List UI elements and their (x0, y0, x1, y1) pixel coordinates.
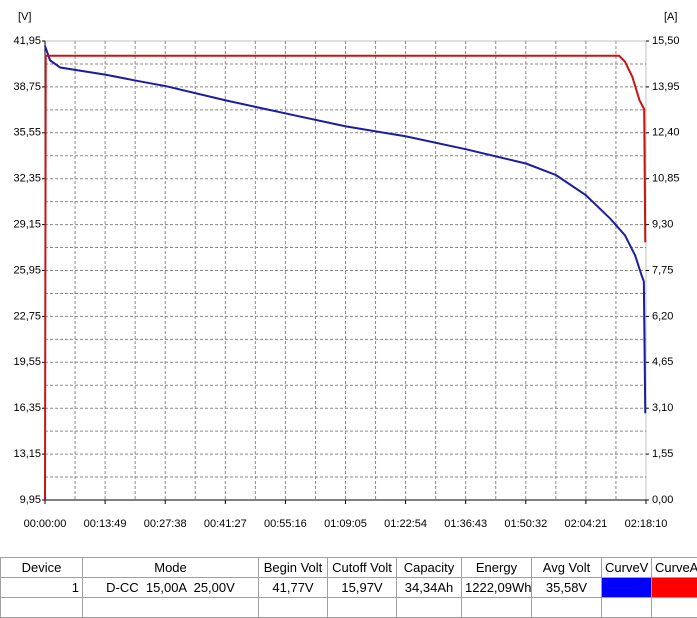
y2-tick-label: 15,50 (652, 35, 680, 47)
column-header: Mode (83, 558, 259, 578)
empty-cell (602, 598, 652, 618)
x-tick-label: 01:09:05 (324, 518, 367, 530)
y2-tick-label: 12,40 (652, 127, 680, 139)
y2-tick-label: 3,10 (652, 402, 673, 414)
y2-tick-label: 6,20 (652, 310, 673, 322)
curve-swatch (602, 578, 652, 598)
table-cell: 1222,09Wh (462, 578, 532, 598)
x-tick-label: 00:13:49 (84, 518, 127, 530)
y2-tick-label: 0,00 (652, 494, 673, 506)
chart: [V] [A] 9,95 13,15 16,35 19,55 22,75 25,95 29,… (0, 0, 697, 556)
empty-cell (328, 598, 397, 618)
y2-tick-label: 10,85 (652, 173, 680, 185)
column-header: Capacity (397, 558, 462, 578)
y-tick-label: 16,35 (13, 402, 41, 414)
y2-tick-label: 7,75 (652, 264, 673, 276)
column-header: CurveV (602, 558, 652, 578)
x-tick-label: 00:27:38 (144, 518, 187, 530)
y-tick-label: 29,15 (13, 219, 41, 231)
curve-swatch (652, 578, 697, 598)
y-tick-label: 22,75 (13, 310, 41, 322)
x-tick-label: 02:18:10 (625, 518, 668, 530)
table-cell: 35,58V (532, 578, 602, 598)
y-axis-unit: [V] (18, 11, 31, 23)
empty-cell (83, 598, 259, 618)
x-tick-label: 00:41:27 (204, 518, 247, 530)
y2-tick-label: 13,95 (652, 81, 680, 93)
column-header: Avg Volt (532, 558, 602, 578)
table-cell: 1 (1, 578, 83, 598)
empty-cell (397, 598, 462, 618)
empty-cell (259, 598, 328, 618)
y2-axis-unit: [A] (664, 11, 677, 23)
empty-cell (652, 598, 697, 618)
y-tick-label: 25,95 (13, 264, 41, 276)
table-cell: 41,77V (259, 578, 328, 598)
x-tick-label: 01:50:32 (504, 518, 547, 530)
y-tick-label: 38,75 (13, 81, 41, 93)
column-header: CurveA (652, 558, 697, 578)
column-header: Energy (462, 558, 532, 578)
y-tick-label: 32,35 (13, 173, 41, 185)
empty-cell (1, 598, 83, 618)
y2-tick-label: 9,30 (652, 219, 673, 231)
column-header: Cutoff Volt (328, 558, 397, 578)
empty-row (1, 598, 697, 618)
column-header: Device (1, 558, 83, 578)
x-tick-label: 01:22:54 (384, 518, 427, 530)
table-cell: D-CC 15,00A 25,00V (83, 578, 259, 598)
x-tick-label: 02:04:21 (564, 518, 607, 530)
table-cell: 34,34Ah (397, 578, 462, 598)
y-tick-label: 41,95 (13, 35, 41, 47)
y-tick-label: 35,55 (13, 127, 41, 139)
y-tick-label: 9,95 (20, 494, 41, 506)
x-tick-label: 01:36:43 (444, 518, 487, 530)
empty-cell (462, 598, 532, 618)
y-tick-label: 13,15 (13, 448, 41, 460)
x-tick-label: 00:55:16 (264, 518, 307, 530)
x-tick-label: 00:00:00 (24, 518, 67, 530)
empty-cell (532, 598, 602, 618)
y-tick-label: 19,55 (13, 356, 41, 368)
table-cell: 15,97V (328, 578, 397, 598)
y2-tick-label: 4,65 (652, 356, 673, 368)
column-header: Begin Volt (259, 558, 328, 578)
y2-tick-label: 1,55 (652, 448, 673, 460)
